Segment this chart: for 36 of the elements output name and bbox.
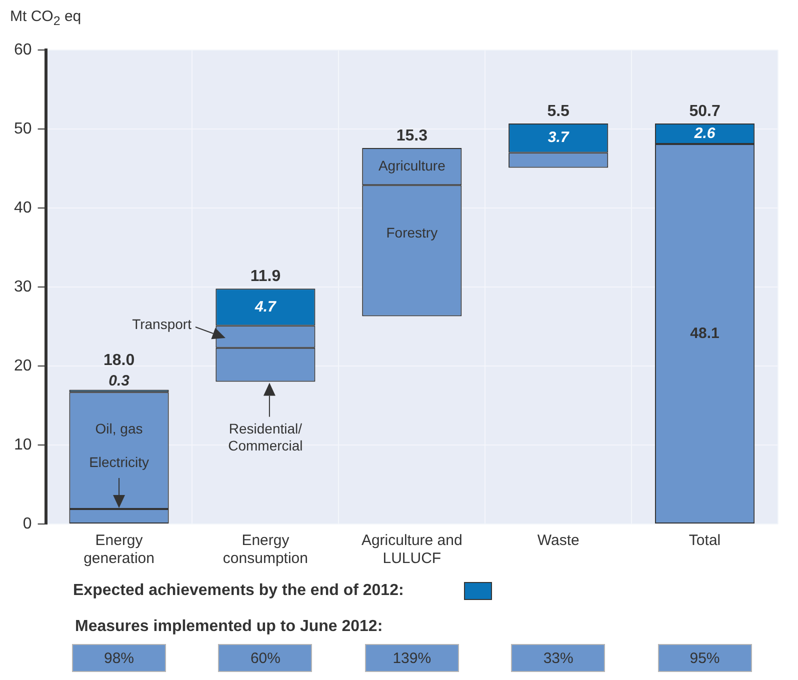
annotation: 11.9 [250,268,281,285]
y-tick-label: 60 [14,41,32,58]
y-tick-label: 40 [14,199,32,216]
annotation: 50.7 [689,102,720,120]
annotation: Forestry [386,224,438,240]
annotation: Agriculture [378,157,446,174]
annotation: 18.0 [103,352,135,370]
data-label: 0.3 [108,372,130,390]
annotation: Transport [132,316,192,332]
annotation: Residential/Commercial [228,420,303,454]
y-tick-label: 50 [14,120,32,138]
data-label: 48.1 [690,324,720,342]
data-label: 2.6 [693,124,716,142]
text: 98% [72,644,166,672]
data-label: 4.7 [254,298,277,316]
text: Measures implemented up to June 2012: [75,618,383,635]
annotation: 5.5 [547,102,570,120]
text: 60% [218,644,312,672]
x-tick-label: Total [688,532,721,550]
y-axis-title: Mt CO$_{2}$ eq [9,8,82,28]
annotation: Electricity [89,454,149,470]
y-tick-label: 0 [22,515,32,532]
text: Expected achievements by the end of 2012: [73,582,404,600]
text: 95% [658,644,752,672]
text: 139% [364,644,459,672]
x-tick-label: Agriculture and LULUCF [361,532,462,568]
x-tick-label: Energy generation [84,532,154,568]
y-tick-label: 10 [14,436,32,454]
annotation: 15.3 [396,127,428,144]
data-label: 3.7 [548,129,570,146]
y-tick-label: 30 [14,278,32,296]
text: 33% [511,644,606,672]
y-tick-label: 20 [14,357,32,374]
x-tick-label: Waste [537,532,580,550]
annotation: Oil, gas [95,420,143,436]
x-tick-label: Energy consumption [222,532,308,568]
